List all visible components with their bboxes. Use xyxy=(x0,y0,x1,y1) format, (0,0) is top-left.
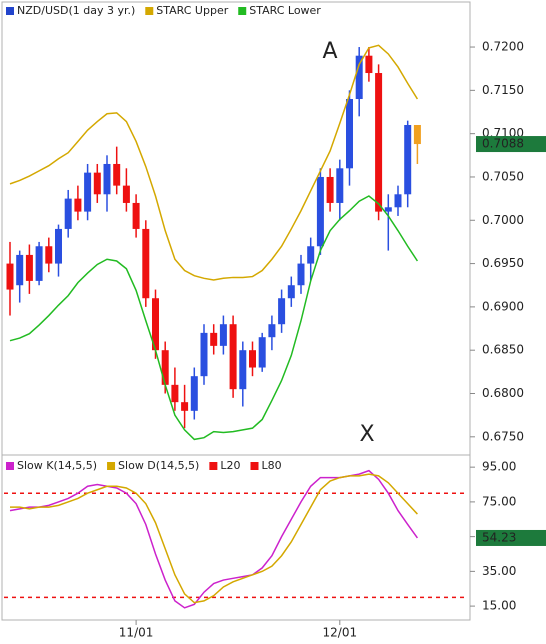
candle-body xyxy=(287,285,295,299)
current-price-box xyxy=(476,136,546,153)
x-tick-label: 12/01 xyxy=(323,626,358,640)
legend-swatch xyxy=(107,462,116,470)
y-tick-label: 0.7000 xyxy=(482,213,524,227)
candle-body xyxy=(55,228,62,264)
legend-swatch xyxy=(250,462,259,470)
candle-body xyxy=(375,73,383,212)
legend-swatch xyxy=(209,462,218,470)
band-line xyxy=(9,44,419,281)
legend: Slow K(14,5,5) Slow D(14,5,5) L20 L80 xyxy=(6,459,282,472)
candle-body xyxy=(258,337,266,368)
legend-label: L20 xyxy=(220,459,240,472)
candle-body xyxy=(404,124,412,195)
y-tick-label: 0.6800 xyxy=(482,386,524,400)
candle-body xyxy=(181,402,189,411)
candle-body xyxy=(16,254,24,286)
candle-body xyxy=(64,198,72,229)
candle-body xyxy=(93,172,101,195)
candle-body xyxy=(122,185,130,203)
candle-body xyxy=(161,350,169,385)
candle-body xyxy=(152,298,159,351)
candle-body xyxy=(355,55,363,100)
legend-swatch xyxy=(6,7,14,15)
candle-body xyxy=(326,176,334,203)
annotation: A xyxy=(322,39,337,64)
band-line xyxy=(9,195,419,441)
legend: NZD/USD(1 day 3 yr.) STARC Upper STARC Low… xyxy=(6,4,321,17)
legend-label: NZD/USD(1 day 3 yr.) xyxy=(17,4,135,17)
candle-body xyxy=(365,55,373,74)
y-tick-label: 0.6750 xyxy=(482,429,524,443)
candle-body xyxy=(103,163,111,195)
legend-label: STARC Upper xyxy=(156,4,228,17)
legend-swatch xyxy=(145,7,154,15)
y-tick-label: 0.6900 xyxy=(482,299,524,313)
y-tick-label: 0.6950 xyxy=(482,256,524,270)
candle-body xyxy=(74,198,82,212)
candle-body xyxy=(210,332,218,346)
candle-body xyxy=(171,384,179,403)
candle-body xyxy=(336,168,344,203)
candle-body xyxy=(219,324,227,346)
y-tick-label: 0.7200 xyxy=(482,40,524,54)
y-tick-label: 0.6850 xyxy=(482,343,524,357)
candle-body xyxy=(307,246,315,264)
x-tick-label: 11/01 xyxy=(119,626,154,640)
candle-body xyxy=(268,324,276,338)
candle-body xyxy=(384,207,392,212)
legend-swatch xyxy=(6,462,14,470)
candle-body xyxy=(297,263,305,286)
candle-body xyxy=(316,176,324,247)
candle-body xyxy=(84,172,92,212)
candle-body xyxy=(25,254,33,281)
legend-label: L80 xyxy=(262,459,282,472)
candle-body xyxy=(45,246,53,264)
annotation: X xyxy=(359,422,374,447)
y-tick-label: 0.7050 xyxy=(482,169,524,183)
y-tick-label: 0.7150 xyxy=(482,83,524,97)
candle-body xyxy=(239,350,247,390)
y-tick-label: 15.00 xyxy=(482,599,516,613)
candle-body xyxy=(249,350,256,368)
candle-body xyxy=(394,194,402,208)
legend-swatch xyxy=(238,7,247,15)
candle-body xyxy=(142,228,150,299)
legend-label: STARC Lower xyxy=(249,4,321,17)
candle-body xyxy=(6,263,14,290)
candle-body xyxy=(113,163,121,186)
y-tick-label: 75.00 xyxy=(482,494,516,508)
current-value-label: 54.23 xyxy=(482,530,516,544)
candle-body xyxy=(190,376,198,411)
current-value-box xyxy=(476,529,546,546)
candle-body xyxy=(413,124,421,145)
candle-body xyxy=(35,246,43,281)
candle-body xyxy=(346,99,353,169)
oscillator-line xyxy=(10,473,418,604)
current-price-label: 0.7088 xyxy=(482,137,524,151)
candle-body xyxy=(132,202,140,229)
y-tick-label: 95.00 xyxy=(482,460,516,474)
candle-body xyxy=(229,324,237,390)
candle-body xyxy=(200,332,208,377)
legend-label: Slow K(14,5,5) xyxy=(17,459,97,472)
legend-label: Slow D(14,5,5) xyxy=(118,459,199,472)
y-tick-label: 35.00 xyxy=(482,564,516,578)
candle-body xyxy=(278,298,286,325)
